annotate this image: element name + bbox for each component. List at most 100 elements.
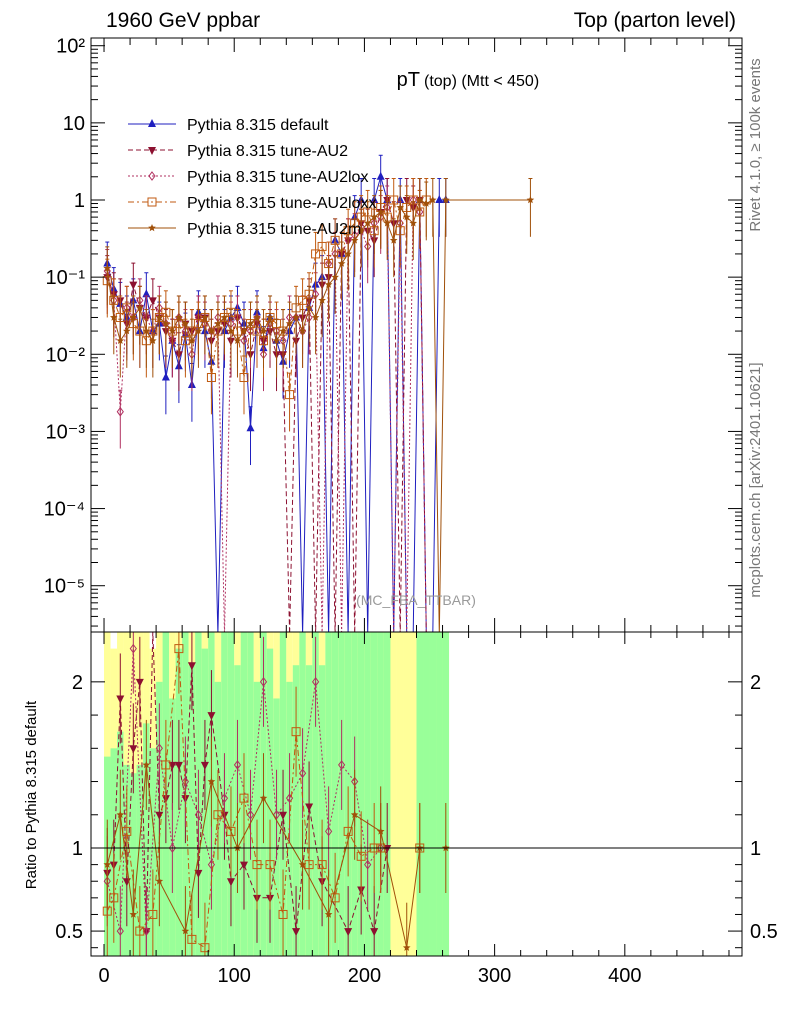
series-5-point xyxy=(220,313,229,321)
ratio-point xyxy=(279,811,288,820)
series-5-point xyxy=(350,236,359,244)
legend-marker xyxy=(148,147,156,155)
series-4-point xyxy=(298,295,308,305)
series-5-point xyxy=(155,313,164,321)
ratio-point xyxy=(364,859,372,870)
series-5-point xyxy=(526,196,535,204)
series-4-point xyxy=(317,241,327,251)
ratio-point xyxy=(324,910,333,918)
ratio-point xyxy=(265,860,275,870)
ratio-point xyxy=(181,927,190,935)
ratio-point xyxy=(259,677,268,687)
ratio-point xyxy=(344,928,353,937)
ratio-point xyxy=(187,662,196,671)
series-4-point xyxy=(285,390,295,400)
series-5-point xyxy=(428,196,437,204)
series-5-point xyxy=(188,336,196,344)
series-3-point xyxy=(116,406,124,417)
ratio-point xyxy=(304,860,314,870)
series-5-point xyxy=(441,196,450,204)
x-tick-label: 100 xyxy=(218,965,251,987)
series-1-point xyxy=(246,423,255,432)
ratio-point xyxy=(155,743,163,754)
series-3-line xyxy=(106,198,427,635)
ratio-band-2sigma xyxy=(409,632,417,956)
ratio-point xyxy=(226,826,236,836)
ratio-point xyxy=(109,893,119,903)
ratio-point xyxy=(317,860,327,870)
series-5-point xyxy=(253,313,261,321)
plot-title: pT xyxy=(397,69,420,91)
series-5-point xyxy=(370,213,378,221)
series-5-point xyxy=(194,327,203,335)
ratio-point xyxy=(129,910,138,918)
y-tick-label: 1 xyxy=(74,190,85,212)
series-5-point xyxy=(207,327,216,335)
ratio-point xyxy=(324,826,333,837)
x-tick-label: 400 xyxy=(608,965,641,987)
ratio-y-tick-label: 0.5 xyxy=(55,921,83,943)
series-5-point xyxy=(279,327,287,335)
ratio-point xyxy=(376,827,385,835)
series-5-point xyxy=(337,259,346,267)
legend-marker xyxy=(148,171,156,181)
plot-title-sub: (top) (Mtt < 450) xyxy=(424,73,539,90)
ratio-point xyxy=(220,793,229,803)
series-5-point xyxy=(272,336,281,344)
series-5-point xyxy=(168,327,177,335)
legend-marker xyxy=(148,119,156,127)
legend-marker xyxy=(148,224,156,232)
series-5-point xyxy=(142,327,151,335)
series-5-point xyxy=(259,327,268,335)
ratio-point xyxy=(161,760,171,770)
ratio-point xyxy=(350,810,359,819)
ratio-band-2sigma xyxy=(396,632,404,956)
legend-entry-5: Pythia 8.315 tune-AU2m xyxy=(128,221,361,238)
ratio-point xyxy=(155,811,164,820)
main-panel: 10⁻⁵ 10⁻⁴ 10⁻³ 10⁻² 10⁻¹ 1 10 10² pT (top) (Mtt… xyxy=(44,36,743,635)
ratio-point xyxy=(194,869,203,878)
ratio-band-1sigma xyxy=(436,632,443,956)
ratio-point xyxy=(246,809,255,820)
series-4-point xyxy=(330,235,340,245)
ratio-series-4-line xyxy=(106,648,420,949)
series-5-point xyxy=(422,199,431,207)
ratio-point xyxy=(226,878,235,887)
legend-label: Pythia 8.315 tune-AU2 xyxy=(187,143,348,160)
ratio-point xyxy=(116,926,124,936)
ratio-point xyxy=(233,760,242,770)
series-5-point xyxy=(109,313,118,321)
series-2-line xyxy=(106,198,427,635)
series-5-point xyxy=(149,336,157,344)
legend-label: Pythia 8.315 default xyxy=(187,117,329,134)
header-right: Top (parton level) xyxy=(574,9,736,32)
legend-label: Pythia 8.315 tune-AU2lox xyxy=(187,169,368,186)
series-5-point xyxy=(396,203,405,211)
series-5-point xyxy=(240,327,248,335)
ratio-y-tick-label-right: 0.5 xyxy=(750,921,778,943)
legend-label: Pythia 8.315 tune-AU2m xyxy=(187,221,361,238)
ratio-point xyxy=(142,926,150,936)
series-5-point xyxy=(344,249,352,258)
ratio-point xyxy=(174,761,183,770)
series-5-point xyxy=(415,196,424,204)
series-5-point xyxy=(233,336,242,344)
y-tick-label: 10⁻⁵ xyxy=(44,576,85,598)
series-5-point xyxy=(136,303,144,312)
ratio-point xyxy=(168,761,177,770)
ratio-band-1sigma xyxy=(143,723,150,956)
y-tick-label: 10⁻¹ xyxy=(46,267,86,289)
ratio-point xyxy=(155,877,164,885)
ratio-point xyxy=(135,678,144,687)
ratio-point xyxy=(305,803,314,812)
x-tick-label: 200 xyxy=(348,965,381,987)
series-4-point xyxy=(311,249,321,259)
series-2 xyxy=(103,177,427,635)
ratio-y-tick-label: 1 xyxy=(72,838,83,860)
ratio-band-1sigma xyxy=(370,632,378,956)
ratio-point xyxy=(207,859,216,870)
series-5-point xyxy=(318,296,326,304)
series-5-point xyxy=(298,327,307,335)
mcplots-label: mcplots.cern.ch [arXiv:2401.10621] xyxy=(747,362,764,597)
